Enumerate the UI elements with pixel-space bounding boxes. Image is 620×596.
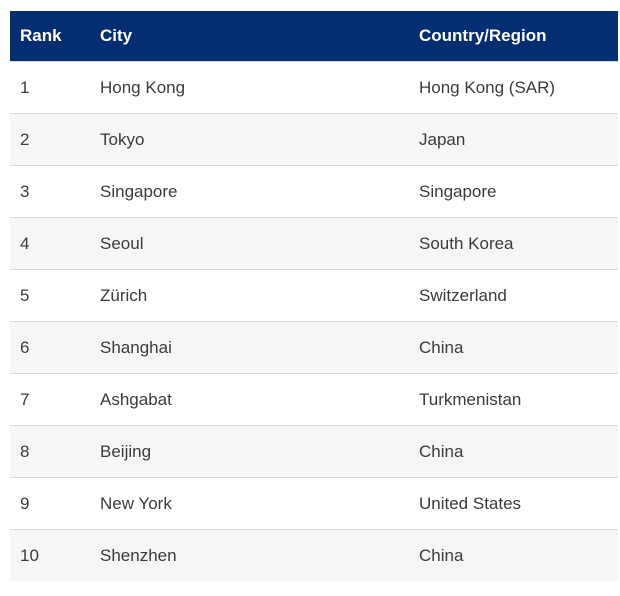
cell-rank: 2 — [20, 129, 30, 149]
cell-city: Hong Kong — [100, 77, 186, 97]
cell-country: Singapore — [419, 181, 497, 201]
cell-country: United States — [419, 493, 522, 513]
cell-city: Zürich — [100, 285, 148, 305]
cell-rank: 4 — [20, 233, 30, 253]
cell-rank: 3 — [20, 181, 30, 201]
cell-city: Seoul — [100, 233, 144, 253]
cell-country: Switzerland — [419, 285, 507, 305]
table-row: 1 Hong Kong Hong Kong (SAR) — [10, 61, 618, 113]
table-row: 7 Ashgabat Turkmenistan — [10, 373, 618, 425]
table-body: 1 Hong Kong Hong Kong (SAR) 2 Tokyo Japan 3 Sin… — [10, 61, 618, 581]
cell-city: Shanghai — [100, 337, 172, 357]
cell-country: South Korea — [419, 233, 514, 253]
cell-city: Beijing — [100, 441, 152, 461]
table-row: 6 Shanghai China — [10, 321, 618, 373]
cell-country: China — [419, 441, 464, 461]
cell-rank: 10 — [20, 545, 39, 565]
table-row: 10 Shenzhen China — [10, 529, 618, 581]
cell-country: China — [419, 337, 464, 357]
table-row: 5 Zürich Switzerland — [10, 269, 618, 321]
cell-city: Singapore — [100, 181, 178, 201]
cell-country: China — [419, 545, 464, 565]
cell-rank: 9 — [20, 493, 30, 513]
cell-country: Turkmenistan — [419, 389, 522, 409]
table-row: 4 Seoul South Korea — [10, 217, 618, 269]
column-header-country-region: Country/Region — [419, 26, 547, 45]
table-row: 2 Tokyo Japan — [10, 113, 618, 165]
cell-rank: 8 — [20, 441, 30, 461]
cell-rank: 5 — [20, 285, 30, 305]
column-header-rank: Rank — [20, 26, 62, 45]
cell-rank: 1 — [20, 77, 30, 97]
cell-city: New York — [100, 493, 172, 513]
cell-rank: 6 — [20, 337, 30, 357]
cell-city: Tokyo — [100, 129, 145, 149]
cell-city: Shenzhen — [100, 545, 177, 565]
column-header-city: City — [100, 26, 133, 45]
cell-country: Japan — [419, 129, 466, 149]
table-row: 9 New York United States — [10, 477, 618, 529]
table-row: 3 Singapore Singapore — [10, 165, 618, 217]
city-ranking-table: Rank City Country/Region 1 Hong Kong Hong … — [10, 11, 618, 581]
cell-rank: 7 — [20, 389, 30, 409]
cell-country: Hong Kong (SAR) — [419, 77, 556, 97]
cell-city: Ashgabat — [100, 389, 172, 409]
table-row: 8 Beijing China — [10, 425, 618, 477]
table-header-row: Rank City Country/Region — [10, 11, 618, 61]
